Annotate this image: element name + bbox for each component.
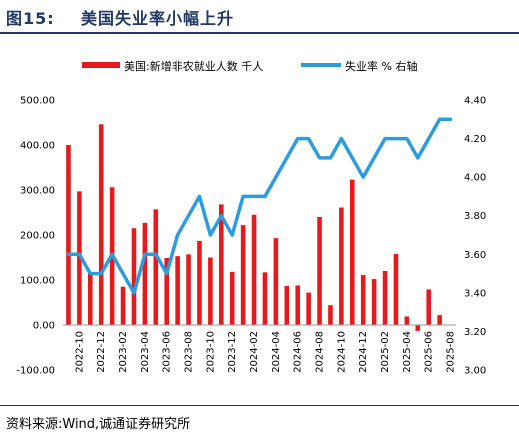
x-tick-label: 2024-10 (336, 331, 347, 373)
x-tick-label: 2023-08 (184, 331, 195, 373)
right-axis: 3.00 3.20 3.40 3.60 3.80 4.00 4.20 4.40 (464, 96, 486, 377)
x-tick-label: 2023-04 (140, 331, 151, 373)
bar (295, 285, 301, 325)
x-tick-label: 2022-12 (96, 331, 107, 373)
x-tick-label: 2024-02 (249, 331, 260, 373)
left-tick-label: 0.00 (33, 321, 55, 332)
bar (175, 256, 180, 325)
title-rule (0, 32, 519, 34)
x-tick-label: 2022-10 (74, 331, 85, 373)
bar (164, 257, 170, 325)
x-tick-label: 2023-12 (227, 331, 238, 373)
x-tick-label: 2024-12 (358, 331, 369, 373)
x-tick-label: 2024-06 (293, 331, 304, 373)
right-tick-label: 3.20 (464, 327, 486, 338)
left-tick-label: 100.00 (20, 276, 55, 287)
bar (218, 204, 224, 325)
bar (87, 272, 93, 325)
x-tick-label: 2025-06 (424, 331, 435, 373)
bar (208, 257, 213, 325)
x-tick-label: 2024-08 (315, 331, 326, 373)
bar (262, 272, 268, 325)
x-tick-label: 2025-02 (380, 331, 391, 373)
right-tick-label: 4.00 (464, 173, 486, 184)
figure-number: 图15: (6, 9, 55, 28)
x-tick-label: 2023-10 (205, 331, 216, 373)
figure-title-text: 美国失业率小幅上升 (80, 9, 234, 28)
bar (229, 271, 235, 325)
left-tick-label: 500.00 (20, 96, 55, 107)
x-tick-label: 2023-06 (162, 331, 173, 373)
bar (317, 217, 322, 325)
right-tick-label: 3.00 (464, 366, 486, 377)
bar (251, 214, 257, 325)
bar (371, 279, 377, 325)
bar (393, 253, 399, 325)
right-tick-label: 4.40 (464, 96, 486, 107)
bar (98, 124, 104, 325)
bar (328, 305, 333, 325)
left-tick-label: 300.00 (20, 186, 55, 197)
figure-title: 图15: 美国失业率小幅上升 (6, 5, 234, 29)
legend: 美国:新增非农就业人数 千人 失业率 % 右轴 (82, 59, 417, 73)
left-tick-label: 400.00 (20, 141, 55, 152)
x-tick-label: 2025-08 (446, 331, 457, 373)
left-axis: -100.00 0.00 100.00 200.00 300.00 400.00 500.0… (16, 96, 55, 377)
left-tick-label: 200.00 (20, 231, 55, 242)
bar (437, 315, 442, 325)
x-tick-label: 2023-02 (118, 331, 129, 373)
bar (339, 207, 344, 325)
x-axis: 2022-10 2022-12 2023-02 2023-04 2023-06 2023-… (63, 324, 457, 373)
bar (284, 285, 290, 325)
bar (186, 254, 191, 325)
bar (360, 275, 366, 325)
bar (426, 289, 432, 325)
bar (131, 228, 137, 325)
bar-series (66, 124, 442, 331)
unemployment-line (66, 117, 453, 295)
bar (66, 145, 71, 325)
bar (382, 271, 388, 325)
bar (142, 222, 148, 325)
right-tick-label: 3.60 (464, 250, 486, 261)
left-tick-label: -100.00 (16, 366, 55, 377)
right-tick-label: 3.40 (464, 288, 486, 299)
x-tick-label: 2024-04 (271, 331, 282, 373)
bar (197, 240, 202, 325)
legend-label-bar: 美国:新增非农就业人数 千人 (124, 59, 263, 73)
bar (349, 179, 355, 325)
bar (404, 316, 410, 325)
source-note: 资料来源:Wind,诚通证券研究所 (6, 417, 191, 432)
right-tick-label: 3.80 (464, 211, 486, 222)
bar (306, 292, 311, 325)
bar (77, 191, 82, 325)
legend-swatch-bar (82, 62, 120, 68)
bar (153, 209, 159, 325)
footer-rule (0, 405, 519, 406)
x-tick-label: 2025-04 (402, 331, 413, 373)
right-tick-label: 4.20 (464, 134, 486, 145)
legend-label-line: 失业率 % 右轴 (345, 59, 417, 73)
bar (120, 286, 126, 325)
bar (415, 325, 421, 331)
bar (273, 238, 279, 325)
bar (240, 225, 246, 325)
line-series (66, 117, 453, 295)
